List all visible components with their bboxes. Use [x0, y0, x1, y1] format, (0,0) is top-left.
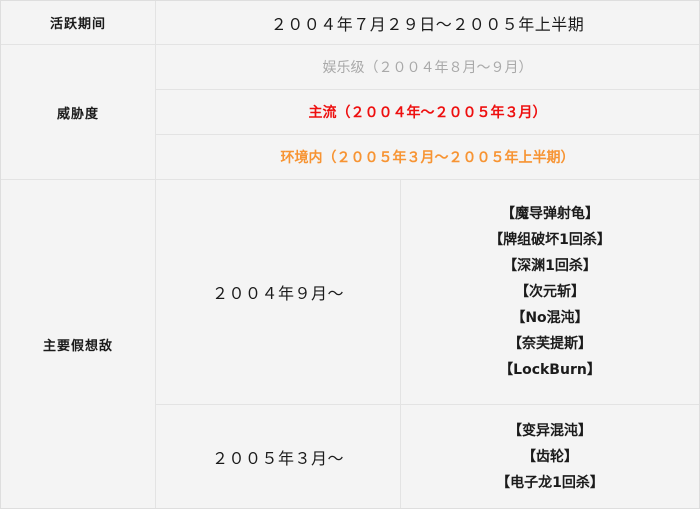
enemy-item: 【LockBurn】 — [499, 362, 601, 378]
enemy-list-2004-09: 【魔导弹射龟】 【牌组破坏1回杀】 【深渊1回杀】 【次元斩】 【No混沌】 【… — [401, 180, 699, 405]
enemy-period-2005-03: ２００５年３月～ — [156, 405, 401, 508]
enemy-item: 【电子龙1回杀】 — [496, 474, 604, 491]
active-period-value: ２００４年７月２９日～２００５年上半期 — [156, 1, 699, 45]
enemy-item: 【齿轮】 — [522, 448, 578, 465]
enemy-item: 【牌组破坏1回杀】 — [489, 232, 611, 248]
enemy-item: 【奈芙提斯】 — [508, 336, 592, 352]
enemy-item: 【深渊1回杀】 — [503, 258, 597, 274]
enemy-item: 【变异混沌】 — [508, 422, 592, 439]
threat-level-environment: 环境内（２００５年３月～２００５年上半期） — [156, 135, 699, 180]
active-period-label: 活跃期间 — [1, 1, 156, 45]
enemy-item: 【No混沌】 — [511, 310, 589, 326]
enemy-list-2005-03: 【变异混沌】 【齿轮】 【电子龙1回杀】 — [401, 405, 699, 508]
enemy-item: 【次元斩】 — [515, 284, 585, 300]
enemy-period-2004-09: ２００４年９月～ — [156, 180, 401, 405]
enemy-item: 【魔导弹射龟】 — [501, 206, 599, 222]
threat-level-label: 威胁度 — [1, 45, 156, 180]
threat-level-entertainment: 娱乐级（２００４年８月～９月） — [156, 45, 699, 90]
threat-level-mainstream: 主流（２００４年～２００５年３月） — [156, 90, 699, 135]
main-enemies-label: 主要假想敌 — [1, 180, 156, 508]
